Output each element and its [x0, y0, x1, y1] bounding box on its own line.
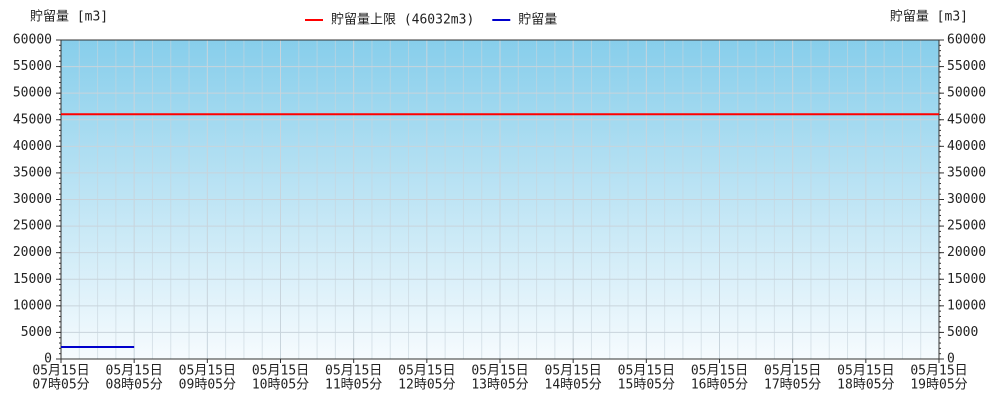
- y-tick-label: 20000: [13, 245, 52, 260]
- y-tick-label: 30000: [13, 192, 52, 207]
- y2-tick-label: 0: [947, 352, 955, 367]
- x-tick-date: 05月15日: [398, 364, 455, 379]
- y2-tick-label: 15000: [947, 272, 986, 287]
- y2-tick-label: 50000: [947, 86, 986, 101]
- x-tick-time: 13時05分: [471, 378, 528, 393]
- x-tick-date: 05月15日: [618, 364, 675, 379]
- x-tick-time: 12時05分: [398, 378, 455, 393]
- x-tick-time: 19時05分: [910, 378, 967, 393]
- y-tick-label: 10000: [13, 298, 52, 313]
- x-tick-date: 05月15日: [837, 364, 894, 379]
- y-tick-label: 45000: [13, 112, 52, 127]
- x-tick-date: 05月15日: [252, 364, 309, 379]
- y-tick-label: 35000: [13, 165, 52, 180]
- y2-tick-label: 20000: [947, 245, 986, 260]
- x-tick-time: 16時05分: [691, 378, 748, 393]
- y-axis-title: 貯留量 [m3]: [30, 10, 108, 25]
- x-tick-time: 09時05分: [179, 378, 236, 393]
- x-tick-date: 05月15日: [106, 364, 163, 379]
- x-tick-date: 05月15日: [179, 364, 236, 379]
- y-tick-label: 25000: [13, 219, 52, 234]
- y2-tick-label: 30000: [947, 192, 986, 207]
- y-tick-label: 5000: [21, 325, 52, 340]
- x-tick-time: 15時05分: [618, 378, 675, 393]
- legend-label: 貯留量上限 (46032m3): [331, 13, 474, 28]
- y2-tick-label: 45000: [947, 112, 986, 127]
- y2-tick-label: 25000: [947, 219, 986, 234]
- y-tick-label: 50000: [13, 86, 52, 101]
- y-tick-label: 60000: [13, 33, 52, 48]
- x-tick-date: 05月15日: [545, 364, 602, 379]
- x-tick-date: 05月15日: [910, 364, 967, 379]
- x-tick-date: 05月15日: [471, 364, 528, 379]
- y-tick-label: 0: [44, 352, 52, 367]
- x-tick-time: 07時05分: [32, 378, 89, 393]
- y-tick-label: 15000: [13, 272, 52, 287]
- y2-tick-label: 60000: [947, 33, 986, 48]
- plot-border: [60, 39, 940, 360]
- x-tick-date: 05月15日: [691, 364, 748, 379]
- y2-tick-label: 5000: [947, 325, 978, 340]
- x-tick-date: 05月15日: [325, 364, 382, 379]
- y-tick-label: 40000: [13, 139, 52, 154]
- y2-tick-label: 40000: [947, 139, 986, 154]
- y-tick-label: 55000: [13, 59, 52, 74]
- x-tick-time: 10時05分: [252, 378, 309, 393]
- y2-axis-title: 貯留量 [m3]: [890, 10, 968, 25]
- x-tick-date: 05月15日: [764, 364, 821, 379]
- x-tick-date: 05月15日: [32, 364, 89, 379]
- x-tick-time: 08時05分: [106, 378, 163, 393]
- x-tick-time: 17時05分: [764, 378, 821, 393]
- y2-tick-label: 35000: [947, 165, 986, 180]
- y2-tick-label: 10000: [947, 298, 986, 313]
- x-tick-time: 18時05分: [837, 378, 894, 393]
- legend-label: 貯留量: [518, 13, 557, 28]
- x-tick-time: 14時05分: [545, 378, 602, 393]
- x-tick-time: 11時05分: [325, 378, 382, 393]
- y2-tick-label: 55000: [947, 59, 986, 74]
